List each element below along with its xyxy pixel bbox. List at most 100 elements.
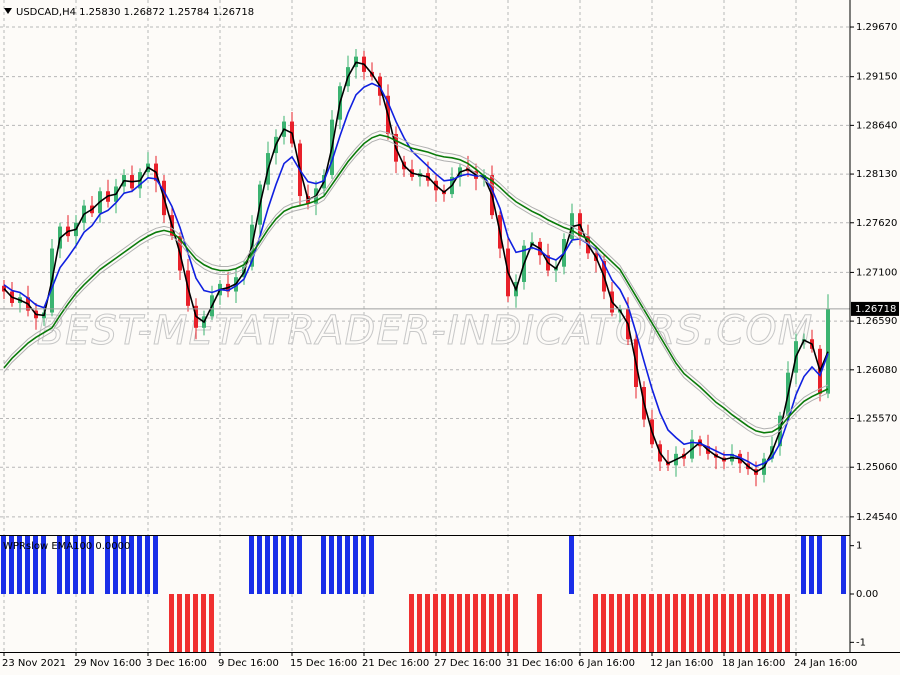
histogram-bar <box>729 594 734 652</box>
histogram-bar <box>169 594 174 652</box>
histogram-bar <box>329 536 334 594</box>
histogram-bar <box>57 536 62 594</box>
y-tick-label: 1.27100 <box>856 267 897 278</box>
histogram-bar <box>449 594 454 652</box>
x-tick-label: 24 Jan 16:00 <box>794 658 857 669</box>
histogram-bar <box>457 594 462 652</box>
envelope-line <box>3 138 829 438</box>
histogram-bar <box>481 594 486 652</box>
histogram-bar <box>321 536 326 594</box>
histogram-bar <box>625 594 630 652</box>
x-tick-label: 31 Dec 16:00 <box>506 658 573 669</box>
price-label-box <box>851 301 899 316</box>
histogram-bar <box>609 594 614 652</box>
histogram-bar <box>593 594 598 652</box>
histogram-bar <box>649 594 654 652</box>
histogram-bar <box>289 536 294 594</box>
histogram-bar <box>777 594 782 652</box>
histogram-bar <box>137 536 142 594</box>
histogram-bar <box>673 594 678 652</box>
histogram-bar <box>761 594 766 652</box>
histogram-bar <box>665 594 670 652</box>
histogram-bar <box>689 594 694 652</box>
histogram-bar <box>537 594 542 652</box>
grid-layer <box>0 0 850 652</box>
ma-line <box>3 61 829 473</box>
histogram-bar <box>769 594 774 652</box>
histogram-bar <box>737 594 742 652</box>
x-tick-label: 9 Dec 16:00 <box>218 658 279 669</box>
histogram-bar <box>81 536 86 594</box>
y-tick-label: 1.26080 <box>856 365 897 376</box>
histogram-bar <box>601 594 606 652</box>
y-tick-label: 1.24540 <box>856 512 897 523</box>
x-tick-label: 27 Dec 16:00 <box>434 658 501 669</box>
y-tick-label: 1.29670 <box>856 22 897 33</box>
histogram-bar <box>473 594 478 652</box>
marks-layer <box>0 48 850 652</box>
histogram-bar <box>273 536 278 594</box>
histogram-bar <box>281 536 286 594</box>
histogram-bar <box>425 594 430 652</box>
candle-body <box>2 285 6 292</box>
histogram-bar <box>569 536 574 594</box>
histogram-bar <box>465 594 470 652</box>
histogram-bar <box>633 594 638 652</box>
histogram-bar <box>65 536 70 594</box>
y-tick-label: 1.27620 <box>856 218 897 229</box>
histogram-bar <box>73 536 78 594</box>
histogram-bar <box>177 594 182 652</box>
watermark: BEST-METATRADER-INDICATORS.COM <box>37 308 814 354</box>
histogram-bar <box>441 594 446 652</box>
histogram-bar <box>113 536 118 594</box>
chart-title: USDCAD,H4 1.25830 1.26872 1.25784 1.2671… <box>16 7 254 18</box>
histogram-bar <box>1 536 6 594</box>
histogram-bar <box>41 536 46 594</box>
histogram-bar <box>105 536 110 594</box>
x-tick-label: 15 Dec 16:00 <box>290 658 357 669</box>
histogram-bar <box>841 536 846 594</box>
indicator-title: WPRslow EMA100 0.0000 <box>3 541 130 552</box>
histogram-bar <box>185 594 190 652</box>
histogram-bar <box>17 536 22 594</box>
y-tick-label: 1.29150 <box>856 72 897 83</box>
x-tick-label: 6 Jan 16:00 <box>578 658 635 669</box>
histogram-bar <box>409 594 414 652</box>
envelope-line <box>3 130 829 430</box>
histogram-bar <box>201 594 206 652</box>
histogram-bar <box>297 536 302 594</box>
histogram-bar <box>433 594 438 652</box>
histogram-bar <box>801 536 806 594</box>
histogram-bar <box>809 536 814 594</box>
y-tick-label: 0.00 <box>856 589 878 600</box>
x-tick-label: 29 Nov 16:00 <box>74 658 141 669</box>
histogram-bar <box>89 536 94 594</box>
candle-body <box>826 308 830 394</box>
x-tick-label: 12 Jan 16:00 <box>650 658 713 669</box>
y-tick-label: 1.25060 <box>856 462 897 473</box>
histogram-bar <box>657 594 662 652</box>
histogram-bar <box>193 594 198 652</box>
histogram-bar <box>817 536 822 594</box>
ma-line <box>3 82 829 468</box>
histogram-bar <box>505 594 510 652</box>
histogram-bar <box>785 594 790 652</box>
histogram-bar <box>25 536 30 594</box>
histogram-bar <box>641 594 646 652</box>
y-tick-label: 1.28130 <box>856 169 897 180</box>
histogram-bar <box>681 594 686 652</box>
histogram-bar <box>265 536 270 594</box>
symbol-arrow <box>4 8 12 14</box>
histogram-bar <box>257 536 262 594</box>
histogram-bar <box>513 594 518 652</box>
histogram-bar <box>705 594 710 652</box>
x-tick-label: 23 Nov 2021 <box>2 658 66 669</box>
histogram-bar <box>9 536 14 594</box>
histogram-bar <box>129 536 134 594</box>
histogram-bar <box>353 536 358 594</box>
histogram-bar <box>697 594 702 652</box>
y-tick-label: 1.28640 <box>856 120 897 131</box>
histogram-bar <box>369 536 374 594</box>
